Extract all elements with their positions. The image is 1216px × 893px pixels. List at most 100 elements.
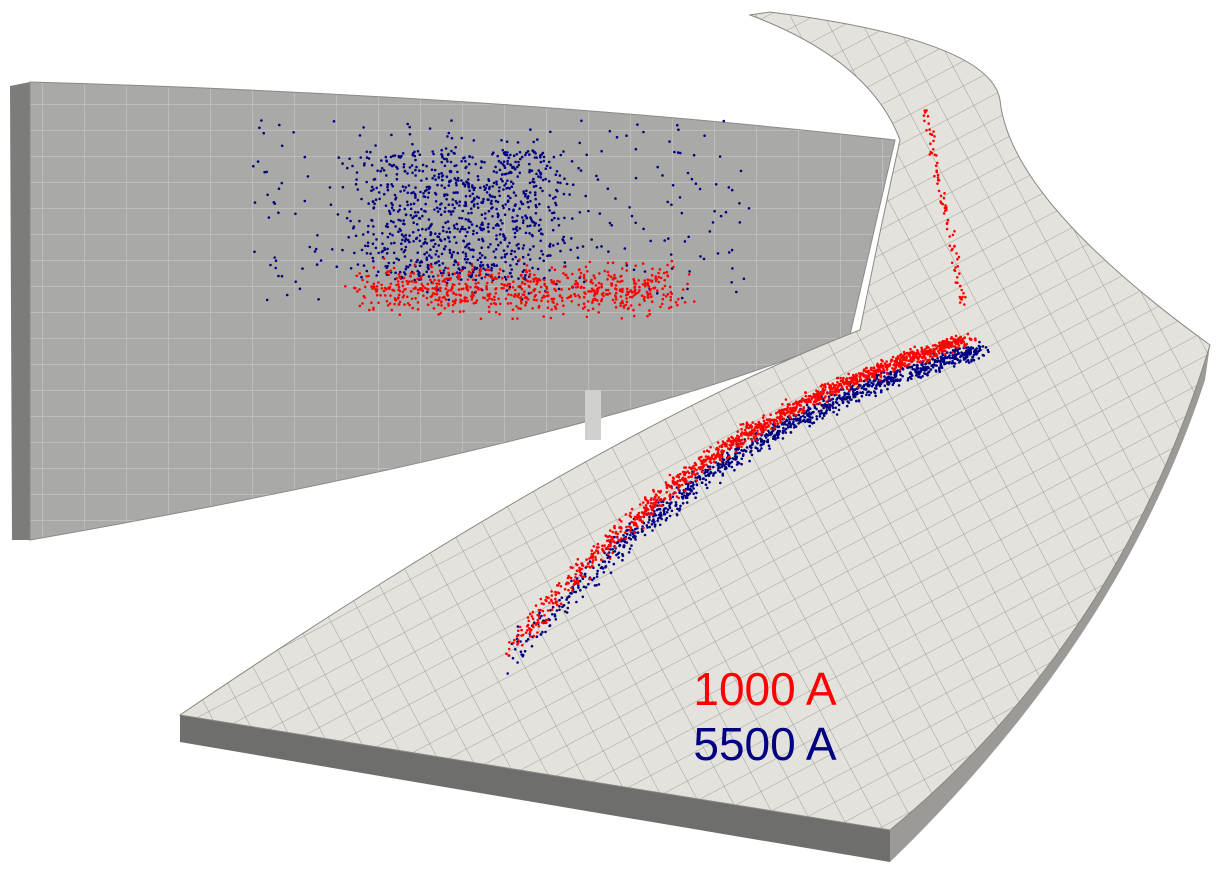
particle (577, 586, 580, 589)
particle (942, 196, 946, 200)
particle (750, 425, 754, 428)
particle (379, 169, 383, 173)
particle (445, 291, 449, 294)
particle (755, 426, 759, 429)
particle (586, 270, 589, 273)
particle (680, 211, 684, 215)
particle (524, 631, 528, 634)
particle (552, 280, 556, 283)
particle (613, 546, 617, 549)
particle (481, 200, 485, 203)
particle (390, 164, 393, 167)
particle (535, 621, 539, 625)
particle (497, 272, 501, 275)
particle (512, 154, 516, 157)
particle (516, 295, 519, 298)
particle (507, 654, 510, 657)
particle (546, 609, 550, 612)
particle (552, 155, 556, 159)
particle (383, 286, 387, 290)
particle (591, 553, 595, 557)
particle (949, 351, 952, 355)
particle (802, 414, 805, 418)
particle (735, 444, 738, 448)
particle (799, 415, 803, 419)
particle (648, 518, 651, 522)
particle (958, 301, 962, 304)
particle (708, 480, 711, 484)
particle (454, 298, 458, 302)
particle (634, 176, 638, 180)
particle (607, 544, 611, 547)
particle (609, 529, 612, 532)
particle (516, 175, 519, 178)
particle (767, 424, 770, 427)
particle (651, 508, 654, 512)
particle (921, 365, 925, 369)
particle (636, 123, 639, 126)
particle (747, 207, 751, 210)
particle (550, 297, 553, 301)
particle (391, 154, 395, 158)
particle (793, 406, 796, 409)
particle (518, 171, 522, 175)
particle (358, 288, 361, 291)
particle (513, 231, 517, 235)
particle (614, 306, 618, 309)
particle (828, 384, 831, 387)
particle (571, 183, 575, 186)
particle (537, 175, 540, 178)
particle (502, 249, 506, 252)
particle (711, 454, 714, 457)
particle (533, 621, 536, 624)
particle (447, 273, 451, 277)
particle (455, 222, 459, 226)
particle (421, 214, 424, 218)
particle (501, 173, 504, 176)
particle (509, 196, 512, 200)
particle (454, 191, 458, 194)
particle (438, 269, 442, 273)
particle (459, 298, 463, 302)
particle (912, 363, 916, 367)
particle (899, 353, 903, 356)
particle (761, 416, 765, 420)
particle (355, 171, 359, 174)
particle (773, 422, 777, 426)
particle (396, 167, 399, 170)
particle (775, 416, 779, 419)
particle (494, 292, 498, 295)
particle (849, 379, 853, 383)
particle (788, 407, 791, 411)
particle (468, 189, 471, 192)
particle (842, 376, 845, 380)
particle (934, 343, 937, 347)
particle (625, 300, 629, 304)
particle (533, 224, 536, 227)
particle (815, 415, 818, 418)
particle (504, 203, 507, 206)
particle (522, 191, 526, 195)
particle (437, 313, 440, 316)
particle (277, 274, 280, 278)
particle (652, 518, 655, 521)
particle (587, 582, 590, 586)
particle (583, 291, 586, 294)
particle (839, 379, 843, 383)
particle (346, 166, 349, 170)
particle (913, 345, 916, 349)
particle (709, 458, 712, 462)
particle (464, 204, 468, 207)
particle (812, 400, 816, 404)
particle (895, 357, 898, 360)
particle (640, 530, 644, 533)
particle (374, 246, 378, 250)
particle (479, 166, 483, 169)
particle (485, 281, 489, 285)
particle (724, 444, 727, 448)
particle (384, 155, 388, 159)
particle (718, 155, 722, 158)
particle (466, 288, 470, 292)
particle (573, 282, 577, 286)
particle (591, 556, 595, 559)
